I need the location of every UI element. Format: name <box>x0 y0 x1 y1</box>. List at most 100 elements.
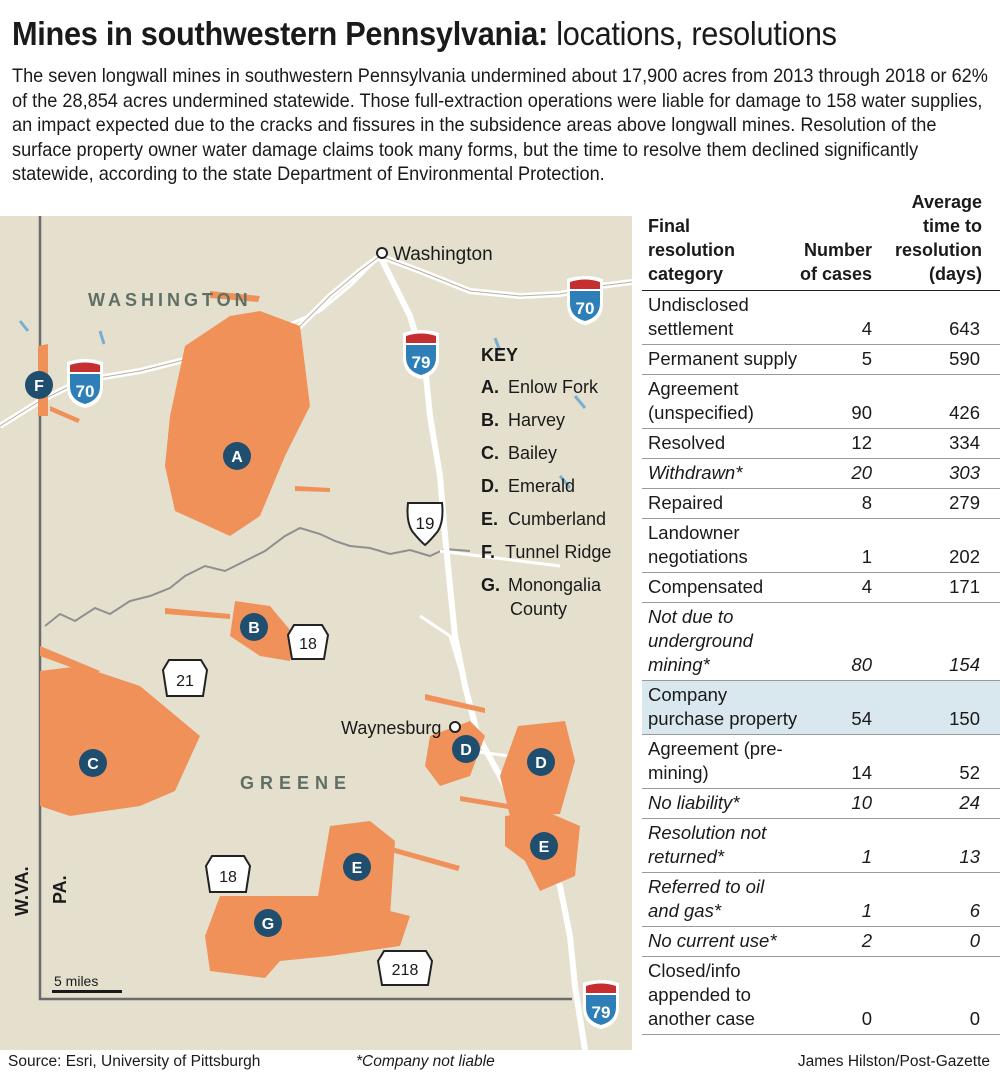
shield-i70-west: 70 <box>67 359 103 408</box>
key-name-d: Emerald <box>508 476 575 496</box>
road-secondary <box>289 254 561 763</box>
table-row: Agreement (pre-mining) 14 52 <box>642 735 1000 789</box>
row-category: Agreement (pre-mining) <box>648 738 783 783</box>
table-row: Agreement (unspecified) 90 426 <box>642 375 1000 429</box>
shield-i79-north: 79 <box>403 330 439 379</box>
row-days: 0 <box>969 1008 980 1029</box>
row-days: 52 <box>959 762 980 783</box>
header-cases: Number of cases <box>799 240 872 284</box>
table-row: Company purchase property 54 150 <box>642 681 1000 735</box>
title-light: locations, resolutions <box>556 15 837 52</box>
intro-text: The seven longwall mines in southwestern… <box>12 65 988 186</box>
row-category: Closed/info appended to another case <box>648 960 755 1029</box>
scale-label: 5 miles <box>54 973 98 989</box>
shield-i79-north-number: 79 <box>412 353 431 372</box>
row-cases: 4 <box>861 318 872 339</box>
shield-pa21-number: 21 <box>176 673 194 690</box>
row-category: Repaired <box>648 492 724 513</box>
row-days: 279 <box>949 492 980 513</box>
row-days: 202 <box>949 546 980 567</box>
marker-e2: E <box>530 832 558 860</box>
row-days: 334 <box>949 432 980 453</box>
key-letter-c: C. <box>481 443 499 463</box>
shield-pa18-north: 18 <box>286 624 330 660</box>
row-cases: 90 <box>851 402 872 423</box>
header-time: Average time to resolution (days) <box>894 192 982 284</box>
key-name-b: Harvey <box>508 410 565 430</box>
shield-i70-west-number: 70 <box>76 382 95 401</box>
row-category: Landowner negotiations <box>648 522 748 567</box>
marker-e1-letter: E <box>352 860 363 877</box>
row-category: No current use* <box>648 930 777 951</box>
key-name-f: Tunnel Ridge <box>505 542 611 562</box>
row-cases: 20 <box>851 462 872 483</box>
state-label-pa: PA. <box>50 875 70 904</box>
row-cases: 1 <box>861 900 872 921</box>
key-name-g: Monongalia <box>508 575 602 595</box>
table-row: Landowner negotiations 1 202 <box>642 519 1000 573</box>
row-category: Referred to oil and gas* <box>648 876 765 921</box>
row-cases: 54 <box>851 708 872 729</box>
town-waynesburg: Waynesburg <box>341 718 441 738</box>
marker-f-letter: F <box>34 378 44 395</box>
town-washington-dot <box>376 247 388 259</box>
header-category: Final resolution category <box>648 216 736 284</box>
mine-a <box>165 311 310 536</box>
marker-a: A <box>223 442 251 470</box>
marker-e1: E <box>343 853 371 881</box>
row-cases: 8 <box>861 492 872 513</box>
row-category: Withdrawn* <box>648 462 743 483</box>
row-days: 590 <box>949 348 980 369</box>
row-days: 13 <box>959 846 980 867</box>
row-cases: 5 <box>861 348 872 369</box>
mine-e1 <box>318 821 460 926</box>
marker-f: F <box>25 371 53 399</box>
shield-i79-south-number: 79 <box>592 1003 611 1022</box>
key-name-c: Bailey <box>508 443 557 463</box>
table-body: Undisclosed settlement 4 643 Permanent supp… <box>642 291 1000 1035</box>
marker-d1: D <box>452 735 480 763</box>
marker-b-letter: B <box>248 620 260 637</box>
marker-d1-letter: D <box>460 742 472 759</box>
table-row: Closed/info appended to another case 0 0 <box>642 957 1000 1035</box>
table-row: No current use* 2 0 <box>642 927 1000 957</box>
town-washington: Washington <box>393 244 493 265</box>
mine-map: WASHINGTON GREENE Washington Waynesburg … <box>0 216 632 1050</box>
row-days: 150 <box>949 708 980 729</box>
table-row: Withdrawn* 20 303 <box>642 459 1000 489</box>
scale-bar <box>52 990 122 993</box>
marker-g: G <box>254 909 282 937</box>
shield-i70-east-number: 70 <box>576 299 595 318</box>
table-header: Final resolution category Number of case… <box>642 190 1000 291</box>
shield-us19: 19 <box>406 502 444 547</box>
row-days: 303 <box>949 462 980 483</box>
row-days: 154 <box>949 654 980 675</box>
row-category: Permanent supply <box>648 348 798 369</box>
row-cases: 0 <box>861 1008 872 1029</box>
marker-a-letter: A <box>231 449 243 466</box>
row-days: 643 <box>949 318 980 339</box>
shield-pa18-north-number: 18 <box>299 636 317 653</box>
row-days: 6 <box>969 900 980 921</box>
table-row: Permanent supply 5 590 <box>642 345 1000 375</box>
mine-areas <box>38 291 580 978</box>
shield-pa18-south: 18 <box>204 855 252 893</box>
row-category: Compensated <box>648 576 764 597</box>
table-row: No liability* 10 24 <box>642 789 1000 819</box>
county-boundary-river <box>44 526 471 627</box>
shield-pa18-south-number: 18 <box>219 869 237 886</box>
row-cases: 80 <box>851 654 872 675</box>
page-title: Mines in southwestern Pennsylvania: loca… <box>12 14 837 54</box>
table-row: Resolution not returned* 1 13 <box>642 819 1000 873</box>
shield-pa218: 218 <box>376 950 434 986</box>
state-label-wva: W.VA. <box>12 866 32 916</box>
mine-c <box>40 646 200 816</box>
row-cases: 10 <box>851 792 872 813</box>
row-days: 0 <box>969 930 980 951</box>
row-days: 171 <box>949 576 980 597</box>
marker-g-letter: G <box>262 916 274 933</box>
table-row: Repaired 8 279 <box>642 489 1000 519</box>
map-key: KEY A. Enlow Fork B. Harvey C. Bailey D.… <box>481 345 611 619</box>
row-category: Undisclosed settlement <box>648 294 749 339</box>
state-border <box>38 216 572 1001</box>
